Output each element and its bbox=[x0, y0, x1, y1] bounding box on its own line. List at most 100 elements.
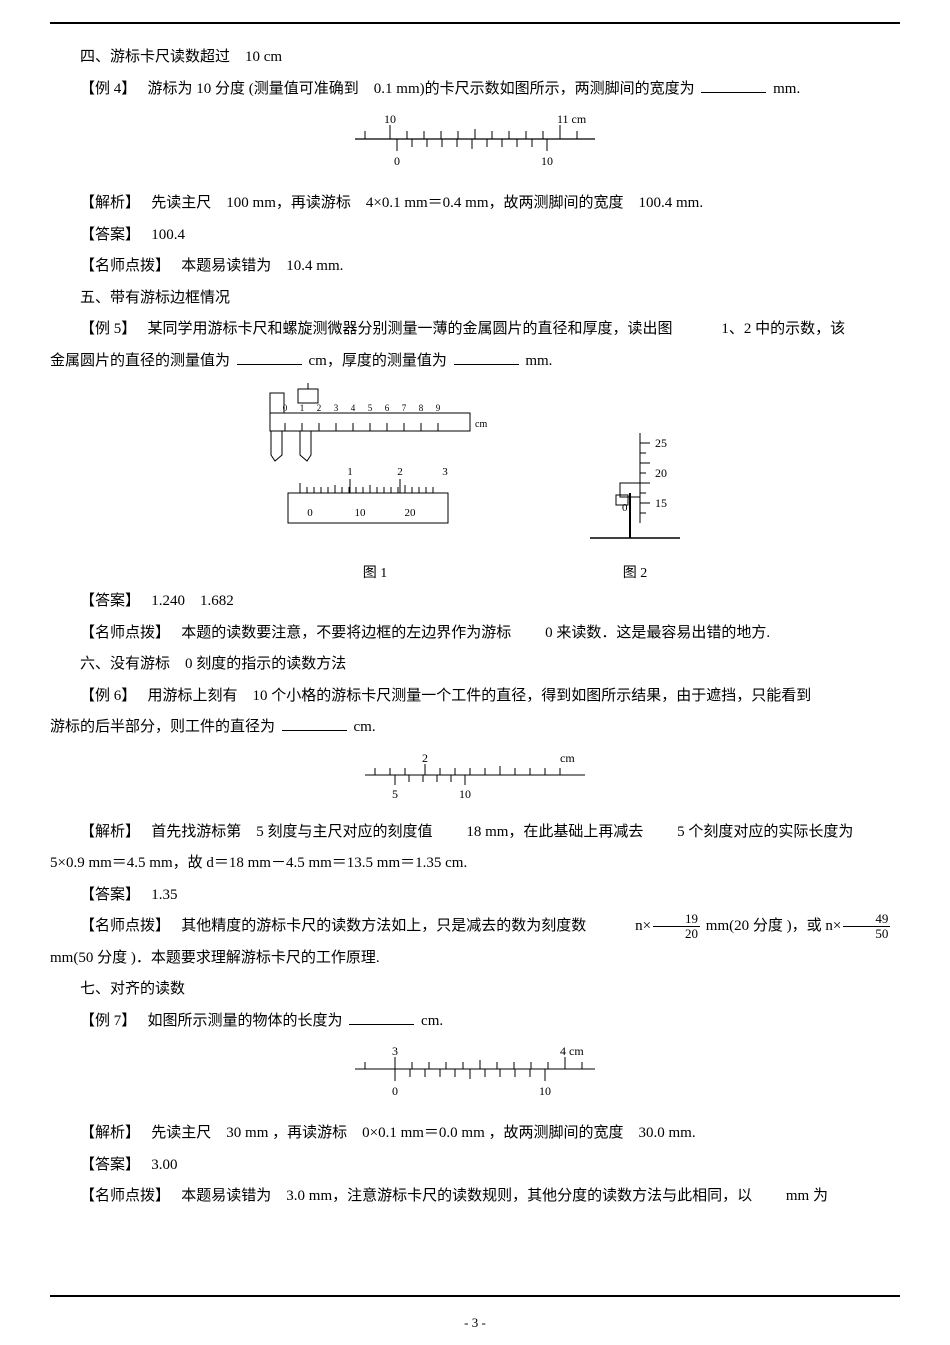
answer-text: 3.00 bbox=[151, 1157, 177, 1173]
tip-text-a: 本题的读数要注意，不要将边框的左边界作为游标 bbox=[181, 625, 511, 641]
answer-text: 100.4 bbox=[151, 227, 185, 243]
analysis-a: 首先找游标第 5 刻度与主尺对应的刻度值 bbox=[151, 824, 432, 840]
ex5-answer: 【答案】 1.240 1.682 bbox=[50, 586, 900, 618]
ex5-blank2 bbox=[454, 349, 519, 365]
svg-text:10: 10 bbox=[539, 1084, 551, 1098]
svg-text:3: 3 bbox=[392, 1044, 398, 1058]
example7-label: 【例 7】 bbox=[80, 1013, 129, 1029]
tip-text-b: 0 来读数．这是最容易出错的地方. bbox=[545, 625, 770, 641]
svg-text:20: 20 bbox=[405, 507, 417, 519]
example7-line: 【例 7】 如图所示测量的物体的长度为 cm. bbox=[50, 1006, 900, 1038]
answer-label: 【答案】 bbox=[80, 593, 133, 609]
answer-text: 1.35 bbox=[151, 887, 177, 903]
example5-text-b: 1、2 中的示数，该 bbox=[721, 321, 845, 337]
bottom-rule bbox=[50, 1295, 900, 1297]
figure5-left: 012 345 678 9 cm bbox=[260, 383, 490, 582]
page-number: - 3 - bbox=[0, 1315, 950, 1331]
ex6-blank bbox=[282, 715, 347, 731]
tip-label: 【名师点拨】 bbox=[80, 1188, 163, 1204]
example6-line: 【例 6】 用游标上刻有 10 个小格的游标卡尺测量一个工件的直径，得到如图所示… bbox=[50, 681, 900, 713]
ex7-analysis: 【解析】 先读主尺 30 mm ，再读游标 0×0.1 mm＝0.0 mm ，故… bbox=[50, 1118, 900, 1150]
example6-line2: 游标的后半部分，则工件的直径为 cm. bbox=[50, 712, 900, 744]
ex5-l2a: 金属圆片的直径的测量值为 bbox=[50, 353, 230, 369]
ex6-analysis: 【解析】 首先找游标第 5 刻度与主尺对应的刻度值 18 mm，在此基础上再减去… bbox=[50, 817, 900, 849]
ex6-l2b: cm. bbox=[354, 719, 376, 735]
analysis-b: 18 mm，在此基础上再减去 bbox=[466, 824, 643, 840]
analysis-text: 先读主尺 30 mm ，再读游标 0×0.1 mm＝0.0 mm ，故两测脚间的… bbox=[151, 1125, 695, 1141]
svg-text:9: 9 bbox=[436, 403, 441, 413]
ex6-analysis-2: 5×0.9 mm＝4.5 mm，故 d＝18 mm－4.5 mm＝13.5 mm… bbox=[50, 848, 900, 880]
ex6-answer: 【答案】 1.35 bbox=[50, 880, 900, 912]
example5-text-a: 某同学用游标卡尺和螺旋测微器分别测量一薄的金属圆片的直径和厚度，读出图 bbox=[148, 321, 673, 337]
example5-line: 【例 5】 某同学用游标卡尺和螺旋测微器分别测量一薄的金属圆片的直径和厚度，读出… bbox=[50, 314, 900, 346]
example4-line: 【例 4】 游标为 10 分度 (测量值可准确到 0.1 mm)的卡尺示数如图所… bbox=[50, 74, 900, 106]
top-rule bbox=[50, 22, 900, 24]
svg-text:10: 10 bbox=[355, 507, 367, 519]
fig5-right-caption: 图 2 bbox=[580, 562, 690, 582]
svg-text:3: 3 bbox=[442, 466, 448, 478]
ex6-tip-2: mm(50 分度 )．本题要求理解游标卡尺的工作原理. bbox=[50, 943, 900, 975]
svg-text:6: 6 bbox=[385, 403, 390, 413]
figure7: 3 4 cm 0 10 bbox=[50, 1043, 900, 1116]
svg-text:2: 2 bbox=[317, 403, 322, 413]
example5-label: 【例 5】 bbox=[80, 321, 129, 337]
ex6-l2a: 游标的后半部分，则工件的直径为 bbox=[50, 719, 275, 735]
example4-text: 游标为 10 分度 (测量值可准确到 0.1 mm)的卡尺示数如图所示，两测脚间… bbox=[148, 81, 695, 97]
fig4-vernier-10: 10 bbox=[541, 154, 553, 168]
figure4: 10 11 cm bbox=[50, 111, 900, 186]
tip-text-a: 其他精度的游标卡尺的读数方法如上，只是减去的数为刻度数 bbox=[181, 918, 586, 934]
svg-text:cm: cm bbox=[560, 751, 575, 765]
ex6-tip: 【名师点拨】 其他精度的游标卡尺的读数方法如上，只是减去的数为刻度数 n×192… bbox=[50, 911, 900, 943]
example6-label: 【例 6】 bbox=[80, 688, 129, 704]
ex5-tip: 【名师点拨】 本题的读数要注意，不要将边框的左边界作为游标 0 来读数．这是最容… bbox=[50, 618, 900, 650]
fig4-main-right-label: 11 cm bbox=[557, 112, 587, 126]
analysis-c: 5 个刻度对应的实际长度为 bbox=[677, 824, 853, 840]
tip-after1: mm(20 分度 )，或 n× bbox=[702, 918, 841, 934]
svg-text:2: 2 bbox=[397, 466, 403, 478]
ex5-l2c: mm. bbox=[525, 353, 552, 369]
analysis-label: 【解析】 bbox=[80, 824, 133, 840]
tip-text: 本题易读错为 10.4 mm. bbox=[181, 258, 343, 274]
example6-text: 用游标上刻有 10 个小格的游标卡尺测量一个工件的直径，得到如图所示结果，由于遮… bbox=[148, 688, 812, 704]
svg-text:15: 15 bbox=[655, 496, 667, 510]
svg-text:4 cm: 4 cm bbox=[560, 1044, 584, 1058]
fig5-left-caption: 图 1 bbox=[260, 562, 490, 582]
ex7-answer: 【答案】 3.00 bbox=[50, 1150, 900, 1182]
svg-text:5: 5 bbox=[392, 787, 398, 801]
svg-text:7: 7 bbox=[402, 403, 407, 413]
figure5-right: 25 20 15 0 图 2 bbox=[580, 403, 690, 582]
example5-line2: 金属圆片的直径的测量值为 cm，厚度的测量值为 mm. bbox=[50, 346, 900, 378]
analysis-text: 先读主尺 100 mm，再读游标 4×0.1 mm＝0.4 mm，故两测脚间的宽… bbox=[151, 195, 703, 211]
svg-text:5: 5 bbox=[368, 403, 373, 413]
svg-text:0: 0 bbox=[392, 1084, 398, 1098]
ex7-tip: 【名师点拨】 本题易读错为 3.0 mm，注意游标卡尺的读数规则，其他分度的读数… bbox=[50, 1181, 900, 1213]
tip-text: 本题易读错为 3.0 mm，注意游标卡尺的读数规则，其他分度的读数方法与此相同，… bbox=[181, 1188, 752, 1204]
example7-text: 如图所示测量的物体的长度为 bbox=[148, 1013, 343, 1029]
analysis-label: 【解析】 bbox=[80, 1125, 133, 1141]
svg-text:1: 1 bbox=[347, 466, 353, 478]
answer-label: 【答案】 bbox=[80, 887, 133, 903]
ex5-blank1 bbox=[237, 349, 302, 365]
tip-label: 【名师点拨】 bbox=[80, 918, 163, 934]
tip-label: 【名师点拨】 bbox=[80, 258, 163, 274]
answer-text: 1.240 1.682 bbox=[151, 593, 234, 609]
section4-title: 四、游标卡尺读数超过 10 cm bbox=[50, 42, 900, 74]
frac-49-50: 4950 bbox=[843, 912, 890, 940]
svg-text:0: 0 bbox=[307, 507, 313, 519]
svg-text:8: 8 bbox=[419, 403, 424, 413]
ex7-blank bbox=[349, 1009, 414, 1025]
tip-n1: n× bbox=[635, 918, 651, 934]
frac-19-20: 1920 bbox=[653, 912, 700, 940]
ex4-tip: 【名师点拨】 本题易读错为 10.4 mm. bbox=[50, 251, 900, 283]
svg-text:1: 1 bbox=[300, 403, 305, 413]
figure6: 2 cm 5 10 bbox=[50, 750, 900, 815]
answer-label: 【答案】 bbox=[80, 1157, 133, 1173]
svg-text:0: 0 bbox=[622, 502, 628, 514]
example4-label: 【例 4】 bbox=[80, 81, 129, 97]
analysis-label: 【解析】 bbox=[80, 195, 133, 211]
fig4-vernier-0: 0 bbox=[394, 154, 400, 168]
svg-text:10: 10 bbox=[459, 787, 471, 801]
section7-title: 七、对齐的读数 bbox=[50, 974, 900, 1006]
ex7-unit: cm. bbox=[421, 1013, 443, 1029]
svg-text:3: 3 bbox=[334, 403, 339, 413]
